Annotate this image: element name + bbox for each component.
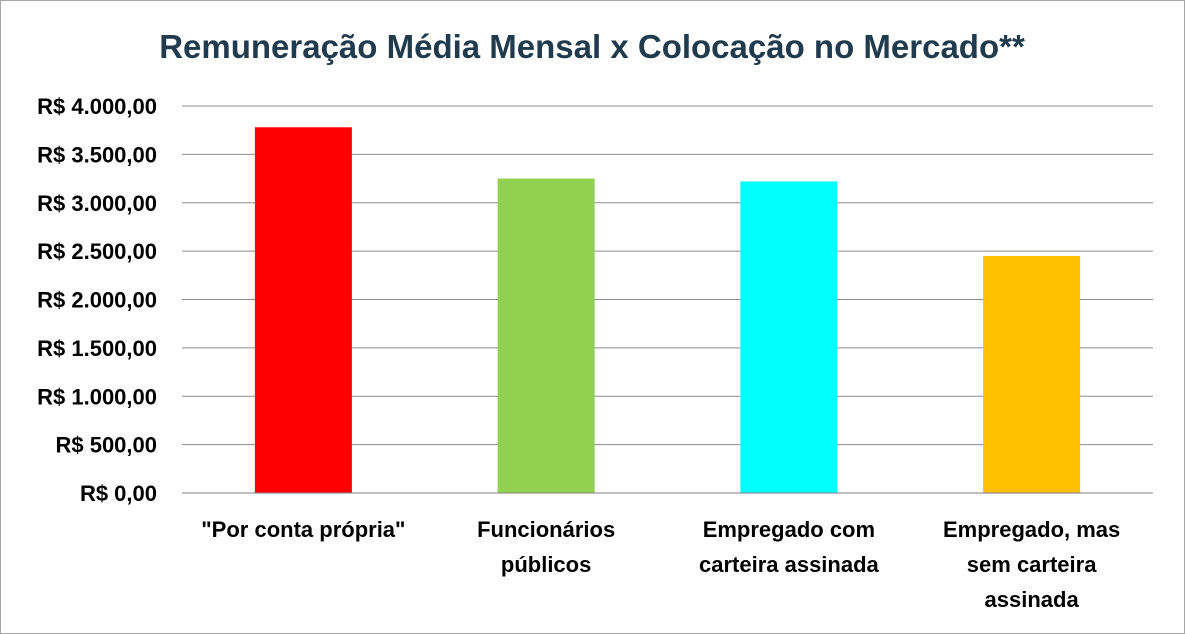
x-axis-ticks: "Por conta própria" Funcionários públicos E… <box>201 517 1120 612</box>
bar <box>740 181 838 493</box>
x-tick-label: Empregado, mas sem carteira assinada <box>943 517 1120 612</box>
y-tick-label: R$ 3.500,00 <box>37 142 157 167</box>
y-tick-label: R$ 2.500,00 <box>37 239 157 264</box>
bar <box>254 127 352 493</box>
y-tick-label: R$ 0,00 <box>80 481 157 506</box>
y-tick-label: R$ 3.000,00 <box>37 191 157 216</box>
x-tick-label: Empregado com carteira assinada <box>699 517 880 577</box>
y-tick-label: R$ 2.000,00 <box>37 288 157 313</box>
bars <box>254 127 1081 493</box>
x-tick-label: Funcionários públicos <box>477 517 615 577</box>
bar <box>983 255 1081 493</box>
y-tick-label: R$ 1.000,00 <box>37 384 157 409</box>
y-tick-label: R$ 500,00 <box>55 433 157 458</box>
y-tick-label: R$ 4.000,00 <box>37 94 157 119</box>
chart-title: Remuneração Média Mensal x Colocação no … <box>159 28 1025 65</box>
y-tick-label: R$ 1.500,00 <box>37 336 157 361</box>
y-axis-ticks: R$ 0,00 R$ 500,00 R$ 1.000,00 R$ 1.500,00 R$… <box>37 94 157 506</box>
x-tick-label: "Por conta própria" <box>201 517 405 542</box>
bar <box>497 178 595 493</box>
